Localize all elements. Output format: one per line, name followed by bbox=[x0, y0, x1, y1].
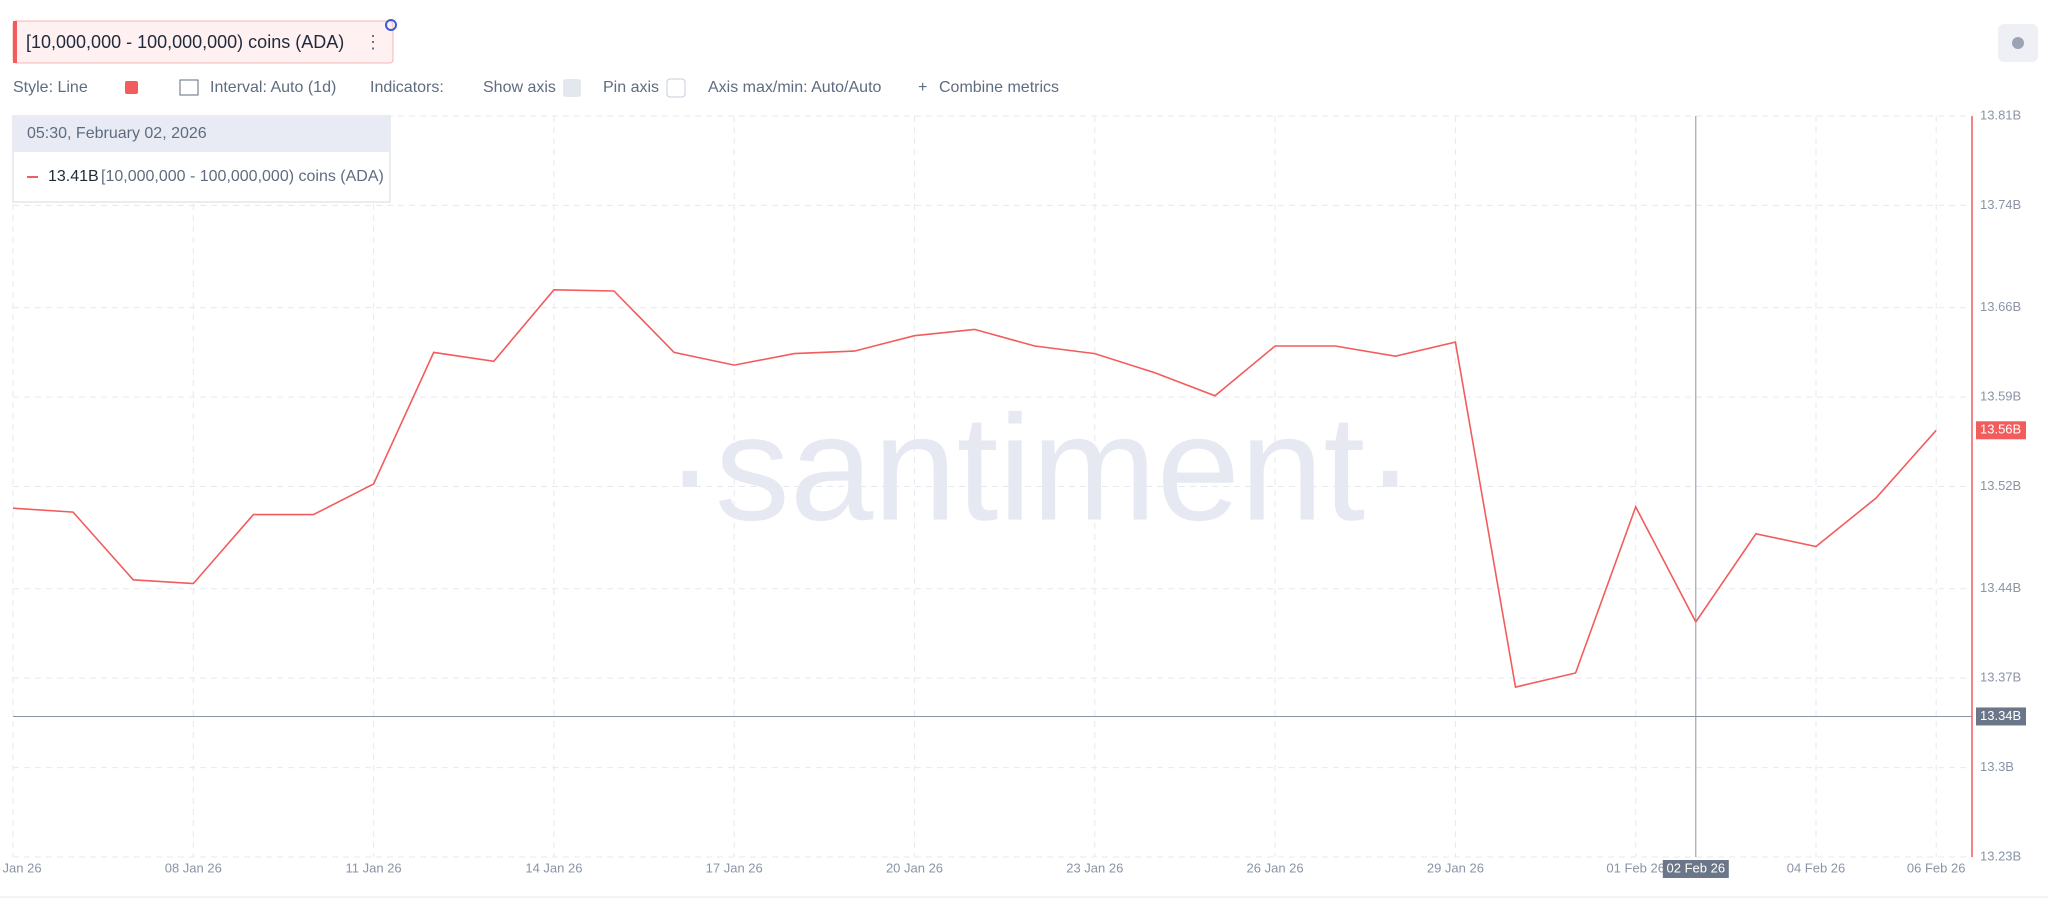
tooltip-value: 13.41B bbox=[48, 168, 99, 185]
crosshair-y-label: 13.34B bbox=[1980, 708, 2021, 723]
combine-metrics-label[interactable]: Combine metrics bbox=[939, 79, 1059, 96]
y-tick-label: 13.23B bbox=[1980, 848, 2021, 863]
x-tick-label: 06 Feb 26 bbox=[1907, 860, 1966, 875]
side-dot bbox=[2012, 37, 2024, 49]
last-value-badge bbox=[1976, 421, 2026, 440]
settings-icon[interactable] bbox=[385, 19, 397, 31]
chip-accent bbox=[13, 21, 17, 63]
y-tick-label: 13.37B bbox=[1980, 670, 2021, 685]
indicators-select[interactable]: Indicators: bbox=[370, 79, 444, 96]
y-tick-label: 13.52B bbox=[1980, 478, 2021, 493]
x-tick-label: 01 Feb 26 bbox=[1606, 860, 1665, 875]
pin-axis-checkbox[interactable] bbox=[666, 78, 686, 98]
x-tick-label: 26 Jan 26 bbox=[1247, 860, 1304, 875]
y-tick-label: 13.44B bbox=[1980, 580, 2021, 595]
x-tick-label: 11 Jan 26 bbox=[346, 860, 402, 875]
crosshair-x-label: 02 Feb 26 bbox=[1667, 860, 1726, 875]
chip-menu[interactable]: ⋮ bbox=[364, 32, 382, 52]
metric-name: [10,000,000 - 100,000,000) coins (ADA) bbox=[26, 32, 344, 52]
x-tick-label: 05 Jan 26 bbox=[0, 860, 42, 875]
combine-metrics[interactable]: + bbox=[918, 79, 927, 96]
interval-select[interactable]: Interval: Auto (1d) bbox=[210, 79, 336, 96]
crosshair-x-badge bbox=[1662, 860, 1729, 878]
x-tick-label: 04 Feb 26 bbox=[1787, 860, 1846, 875]
color-swatch[interactable] bbox=[125, 81, 138, 94]
tooltip-header bbox=[14, 117, 389, 152]
axis-maxmin[interactable]: Axis max/min: Auto/Auto bbox=[708, 79, 882, 96]
interval-icon bbox=[179, 79, 199, 96]
x-tick-label: 29 Jan 26 bbox=[1427, 860, 1484, 875]
series-line bbox=[12, 288, 1937, 689]
plot: 13.23B 13.3B 13.37B 13.44B 13.52B 13.59B 13.66… bbox=[0, 107, 2048, 898]
x-tick-label: 14 Jan 26 bbox=[525, 860, 582, 875]
style-select[interactable]: Style: Line bbox=[13, 79, 88, 96]
crosshair-y-badge bbox=[1976, 707, 2026, 726]
watermark: ·santiment· bbox=[665, 384, 1415, 552]
y-tick-label: 13.81B bbox=[1980, 107, 2021, 122]
x-tick-label: 17 Jan 26 bbox=[706, 860, 763, 875]
y-tick-label: 13.59B bbox=[1980, 389, 2021, 404]
show-axis-checkbox[interactable] bbox=[563, 79, 581, 97]
tooltip-date: 05:30, February 02, 2026 bbox=[27, 125, 207, 142]
x-tick-label: 20 Jan 26 bbox=[886, 860, 943, 875]
y-tick-label: 13.3B bbox=[1980, 759, 2014, 774]
show-axis[interactable]: Show axis bbox=[483, 79, 556, 96]
x-tick-label: 23 Jan 26 bbox=[1066, 860, 1123, 875]
pin-axis[interactable]: Pin axis bbox=[603, 79, 659, 96]
x-tick-label: 08 Jan 26 bbox=[165, 860, 222, 875]
y-tick-label: 13.74B bbox=[1980, 197, 2021, 212]
tooltip-name: [10,000,000 - 100,000,000) coins (ADA) bbox=[101, 168, 384, 185]
last-value-label: 13.56B bbox=[1980, 422, 2021, 437]
y-tick-label: 13.66B bbox=[1980, 299, 2021, 314]
